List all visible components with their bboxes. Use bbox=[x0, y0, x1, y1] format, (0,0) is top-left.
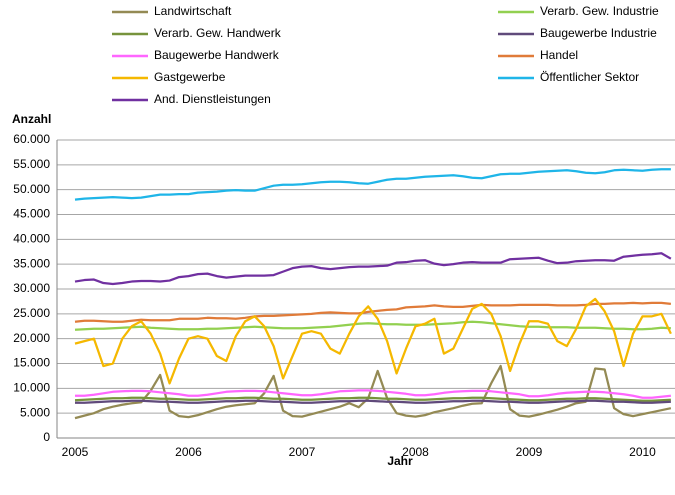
y-tick-label: 15.000 bbox=[13, 356, 50, 370]
series-line bbox=[74, 364, 672, 420]
y-tick-label: 30.000 bbox=[13, 281, 50, 295]
y-tick-label: 25.000 bbox=[13, 306, 50, 320]
legend-label: And. Dienstleistungen bbox=[154, 92, 271, 106]
legend-label: Verarb. Gew. Handwerk bbox=[154, 26, 282, 40]
legend-label: Gastgewerbe bbox=[154, 70, 226, 84]
x-tick-label: 2009 bbox=[516, 445, 543, 459]
y-tick-label: 0 bbox=[43, 430, 50, 444]
y-tick-label: 10.000 bbox=[13, 381, 50, 395]
y-tick-label: 5.000 bbox=[20, 405, 50, 419]
legend-label: Landwirtschaft bbox=[154, 4, 232, 18]
y-tick-label: 60.000 bbox=[13, 132, 50, 146]
y-tick-label: 55.000 bbox=[13, 157, 50, 171]
y-tick-label: 40.000 bbox=[13, 232, 50, 246]
y-tick-label: 50.000 bbox=[13, 182, 50, 196]
y-axis-label: Anzahl bbox=[12, 112, 51, 126]
x-tick-label: 2006 bbox=[175, 445, 202, 459]
series-line bbox=[74, 252, 672, 286]
legend-label: Öffentlicher Sektor bbox=[540, 70, 639, 84]
series-line bbox=[74, 297, 672, 385]
x-tick-label: 2008 bbox=[402, 445, 429, 459]
legend-label: Verarb. Gew. Industrie bbox=[540, 4, 659, 18]
series-line bbox=[74, 396, 671, 402]
y-tick-label: 45.000 bbox=[13, 207, 50, 221]
legend-label: Handel bbox=[540, 48, 578, 62]
x-tick-label: 2007 bbox=[289, 445, 316, 459]
y-tick-label: 20.000 bbox=[13, 331, 50, 345]
series-line bbox=[75, 389, 671, 399]
x-tick-label: 2010 bbox=[629, 445, 656, 459]
x-axis-label: Jahr bbox=[387, 454, 413, 468]
legend-label: Baugewerbe Industrie bbox=[540, 26, 657, 40]
series-line bbox=[74, 320, 671, 331]
x-tick-label: 2005 bbox=[62, 445, 89, 459]
series-line bbox=[75, 399, 671, 404]
y-tick-label: 35.000 bbox=[13, 256, 50, 270]
legend-label: Baugewerbe Handwerk bbox=[154, 48, 280, 62]
series-line bbox=[74, 168, 671, 201]
